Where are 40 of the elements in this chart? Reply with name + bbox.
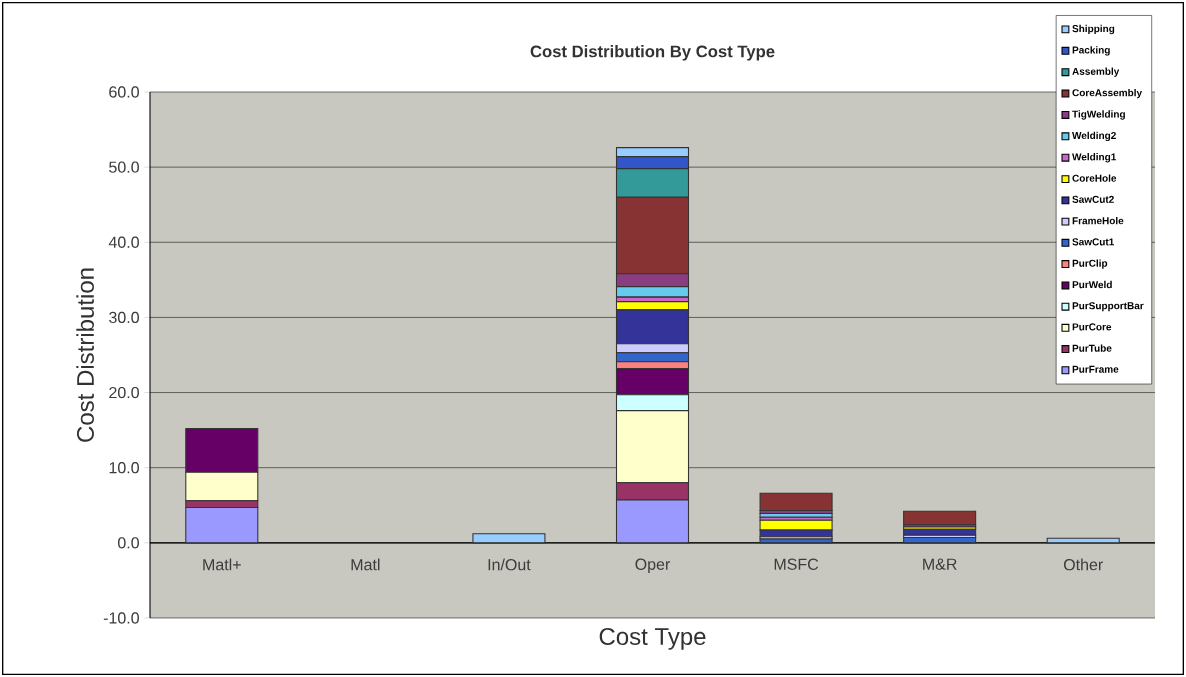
x-tick-label: M&R — [923, 558, 957, 570]
legend-label: SawCut1 — [1072, 238, 1114, 246]
legend-label: CoreHole — [1072, 174, 1117, 182]
legend-label: PurCore — [1072, 323, 1112, 331]
legend-label: PurWeld — [1072, 280, 1112, 289]
legend-label: SawCut2 — [1072, 195, 1114, 203]
bar — [903, 537, 977, 544]
legend-label: Shipping — [1072, 24, 1115, 35]
legend-label: Welding2 — [1072, 131, 1116, 142]
x-tick-label: MSFC — [774, 558, 819, 570]
y-tick-label: 40.0 — [108, 236, 139, 248]
bar — [759, 538, 833, 544]
legend-label: FrameHole — [1072, 216, 1124, 225]
legend-label: Welding1 — [1072, 153, 1117, 163]
chart-title: Cost Distribution By Cost Type — [530, 45, 775, 61]
y-tick-label: 0.0 — [117, 537, 139, 549]
x-tick-label: In/Out — [488, 558, 531, 571]
legend-label: PurTube — [1072, 344, 1112, 352]
legend-label: Packing — [1072, 46, 1110, 56]
bar — [759, 492, 833, 512]
legend-label: TigWelding — [1072, 110, 1125, 120]
bar — [1046, 537, 1120, 544]
y-tick-label: 30.0 — [109, 311, 139, 324]
legend-label: PurClip — [1072, 259, 1108, 269]
legend-label: Assembly — [1072, 67, 1120, 77]
y-tick-label: 60.0 — [109, 86, 139, 98]
x-tick-label: Matl — [351, 558, 380, 571]
legend-label: PurFrame — [1072, 365, 1119, 373]
y-axis-title: Cost Distribution — [76, 268, 94, 442]
x-tick-label: Matl+ — [203, 558, 241, 571]
x-axis-title: Cost Type — [599, 628, 706, 650]
y-tick-label: -10.0 — [103, 612, 139, 624]
legend-label: CoreAssembly — [1072, 88, 1142, 99]
x-tick-label: Oper — [635, 558, 671, 574]
y-tick-label: 50.0 — [109, 161, 139, 173]
legend-label: PurSupportBar — [1072, 302, 1144, 312]
bar — [472, 533, 546, 544]
x-tick-label: Other — [1063, 558, 1103, 571]
y-tick-label: 10.0 — [109, 462, 139, 474]
y-tick-label: 20.0 — [109, 386, 139, 399]
